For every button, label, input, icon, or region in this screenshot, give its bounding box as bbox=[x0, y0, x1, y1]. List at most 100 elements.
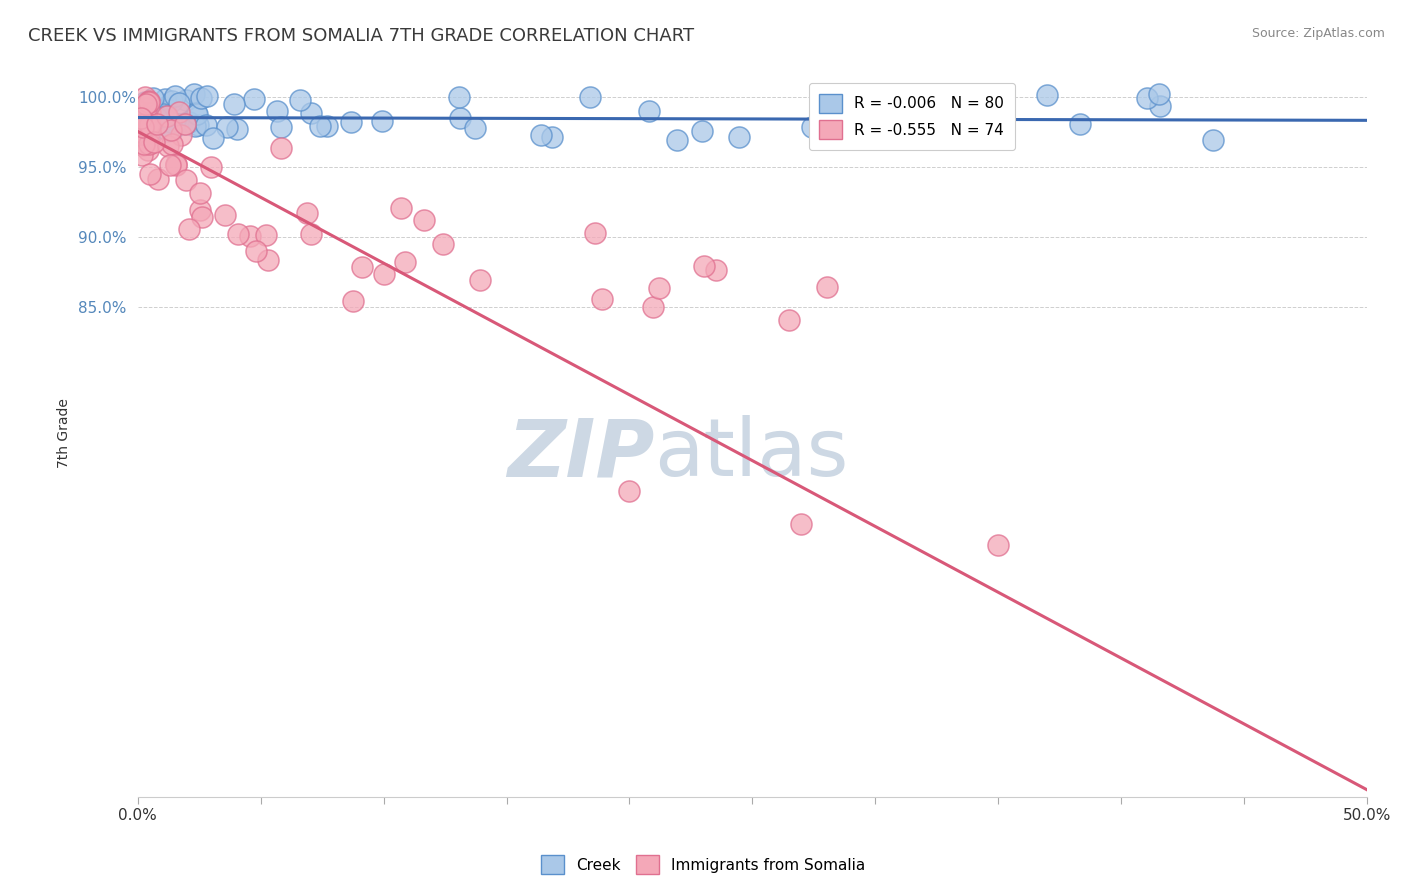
Point bbox=[139, 124, 162, 138]
Legend: R = -0.006   N = 80, R = -0.555   N = 74: R = -0.006 N = 80, R = -0.555 N = 74 bbox=[808, 84, 1015, 150]
Point bbox=[270, 140, 292, 154]
Point bbox=[138, 137, 160, 152]
Point bbox=[129, 124, 152, 138]
Point bbox=[135, 123, 157, 137]
Point bbox=[138, 137, 160, 152]
Point bbox=[131, 111, 153, 125]
Point bbox=[167, 95, 190, 110]
Point bbox=[139, 167, 162, 181]
Point bbox=[167, 104, 190, 119]
Point bbox=[134, 127, 156, 141]
Point bbox=[160, 136, 183, 151]
Point bbox=[129, 115, 152, 129]
Point bbox=[166, 157, 188, 171]
Point bbox=[135, 112, 157, 126]
Point bbox=[157, 124, 180, 138]
Point bbox=[449, 112, 471, 126]
Point bbox=[159, 157, 181, 171]
Point bbox=[226, 122, 249, 136]
Y-axis label: 7th Grade: 7th Grade bbox=[58, 398, 72, 467]
Point bbox=[184, 120, 207, 134]
Point bbox=[468, 273, 491, 287]
Point bbox=[187, 118, 209, 132]
Point bbox=[128, 128, 150, 143]
Point bbox=[132, 127, 155, 141]
Point bbox=[174, 173, 197, 187]
Point bbox=[183, 87, 205, 101]
Point bbox=[583, 226, 606, 240]
Point bbox=[266, 104, 288, 119]
Point bbox=[134, 95, 156, 109]
Point bbox=[139, 106, 162, 120]
Point bbox=[297, 206, 319, 220]
Point bbox=[128, 119, 150, 133]
Point bbox=[1069, 118, 1091, 132]
Text: ZIP: ZIP bbox=[506, 416, 654, 493]
Point bbox=[1202, 133, 1225, 147]
Legend: Creek, Immigrants from Somalia: Creek, Immigrants from Somalia bbox=[534, 849, 872, 880]
Point bbox=[215, 120, 238, 135]
Point bbox=[186, 107, 208, 121]
Point bbox=[254, 227, 277, 242]
Point bbox=[136, 129, 159, 144]
Point bbox=[214, 208, 236, 222]
Point bbox=[134, 112, 156, 127]
Point bbox=[136, 95, 159, 110]
Point bbox=[131, 138, 153, 153]
Point bbox=[1149, 99, 1171, 113]
Point bbox=[155, 108, 177, 122]
Point bbox=[160, 95, 183, 109]
Point bbox=[835, 112, 858, 126]
Point bbox=[131, 128, 153, 143]
Point bbox=[136, 129, 159, 144]
Text: CREEK VS IMMIGRANTS FROM SOMALIA 7TH GRADE CORRELATION CHART: CREEK VS IMMIGRANTS FROM SOMALIA 7TH GRA… bbox=[28, 27, 695, 45]
Point bbox=[619, 484, 641, 499]
Point bbox=[131, 120, 153, 134]
Point bbox=[299, 227, 322, 241]
Point bbox=[638, 103, 661, 118]
Point bbox=[790, 516, 813, 531]
Point bbox=[299, 106, 322, 120]
Point bbox=[195, 89, 218, 103]
Point bbox=[160, 115, 183, 129]
Point bbox=[243, 92, 266, 106]
Point bbox=[191, 210, 214, 224]
Point bbox=[373, 267, 395, 281]
Point bbox=[239, 229, 262, 244]
Point bbox=[174, 117, 197, 131]
Point bbox=[174, 93, 197, 107]
Point bbox=[666, 133, 689, 147]
Point bbox=[152, 106, 174, 120]
Point bbox=[1035, 88, 1057, 103]
Point bbox=[145, 102, 167, 116]
Point bbox=[138, 118, 160, 132]
Point bbox=[449, 90, 471, 104]
Point bbox=[897, 126, 920, 140]
Point bbox=[135, 103, 157, 117]
Point bbox=[693, 260, 716, 274]
Point bbox=[1136, 91, 1159, 105]
Point bbox=[160, 122, 183, 136]
Point bbox=[690, 124, 713, 138]
Point bbox=[128, 131, 150, 145]
Point bbox=[136, 114, 159, 128]
Point bbox=[177, 222, 200, 236]
Point bbox=[340, 115, 363, 129]
Point bbox=[160, 123, 183, 137]
Point bbox=[648, 281, 671, 295]
Point bbox=[270, 120, 292, 134]
Point bbox=[800, 120, 823, 135]
Point bbox=[352, 260, 374, 275]
Point bbox=[186, 106, 208, 120]
Point bbox=[579, 90, 602, 104]
Point bbox=[200, 160, 222, 174]
Point bbox=[288, 93, 311, 107]
Point bbox=[201, 131, 224, 145]
Point bbox=[174, 117, 197, 131]
Point bbox=[138, 112, 160, 126]
Point bbox=[157, 139, 180, 153]
Point bbox=[226, 227, 249, 241]
Point bbox=[811, 120, 834, 134]
Point bbox=[641, 300, 664, 314]
Point bbox=[188, 186, 211, 201]
